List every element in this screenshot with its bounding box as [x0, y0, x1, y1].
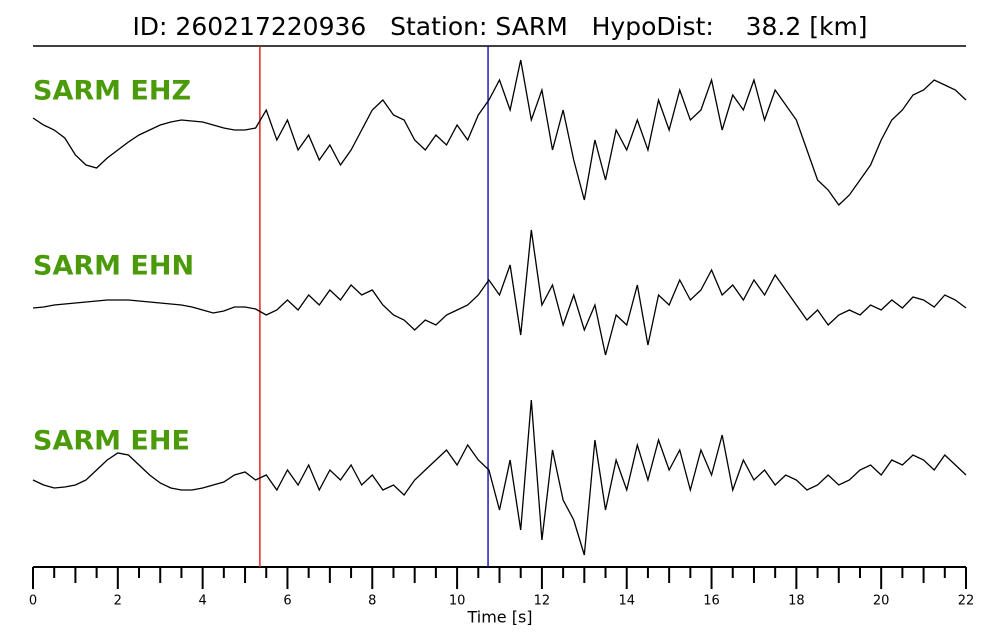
x-tick-label: 22: [958, 594, 975, 609]
x-tick-label: 8: [368, 594, 376, 609]
x-tick-label: 14: [618, 594, 635, 609]
x-tick-label: 10: [449, 594, 466, 609]
trace-label: SARM EHE: [33, 426, 190, 457]
x-tick-label: 0: [29, 594, 37, 609]
waveform: [32, 229, 967, 356]
chart-title: ID: 260217220936 Station: SARM HypoDist:…: [132, 12, 867, 41]
x-tick-label: 6: [283, 594, 291, 609]
waveform: [32, 399, 967, 556]
trace-label: SARM EHN: [33, 251, 194, 282]
x-tick-label: 18: [788, 594, 805, 609]
x-tick-label: 4: [198, 594, 206, 609]
trace-label: SARM EHZ: [33, 76, 191, 107]
x-tick-label: 16: [703, 594, 720, 609]
waveform: [32, 59, 967, 206]
x-axis-label: Time [s]: [466, 608, 532, 627]
x-tick-label: 20: [873, 594, 890, 609]
x-tick-label: 2: [114, 594, 122, 609]
x-tick-label: 12: [534, 594, 551, 609]
